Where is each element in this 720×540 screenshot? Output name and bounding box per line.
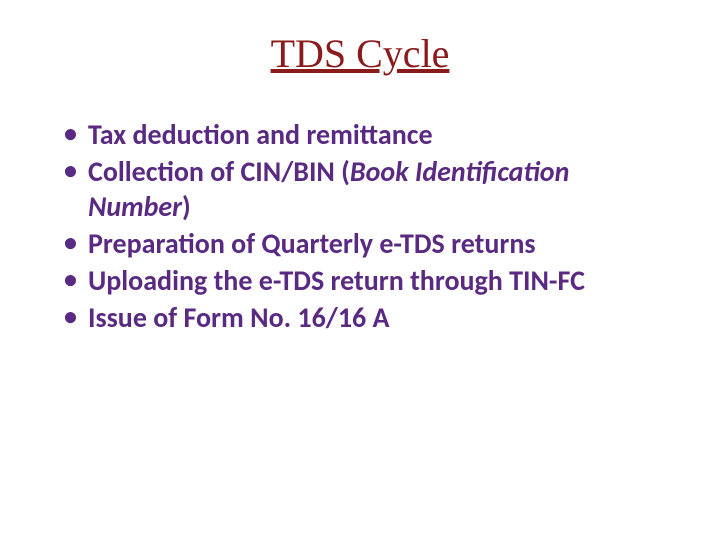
list-item: Issue of Form No. 16/16 A [60, 300, 670, 335]
slide-title: TDS Cycle [50, 30, 670, 77]
bullet-text-pre: Issue of Form No. 16/16 A [88, 300, 390, 335]
bullet-text-pre: Collection of CIN/BIN ( [88, 154, 350, 189]
bullet-text-post: ) [182, 189, 191, 224]
list-item: Uploading the e-TDS return through TIN-F… [60, 263, 670, 298]
list-item: Tax deduction and remittance [60, 117, 670, 152]
list-item: Preparation of Quarterly e-TDS returns [60, 226, 670, 261]
list-item: Collection of CIN/BIN (Book Identificati… [60, 154, 670, 224]
bullet-text-pre: Uploading the e-TDS return through TIN-F… [88, 263, 585, 298]
bullet-text-pre: Preparation of Quarterly e-TDS returns [88, 226, 536, 261]
bullet-text-pre: Tax deduction and remittance [88, 117, 433, 152]
bullet-list: Tax deduction and remittance Collection … [60, 117, 670, 335]
slide: TDS Cycle Tax deduction and remittance C… [0, 0, 720, 540]
